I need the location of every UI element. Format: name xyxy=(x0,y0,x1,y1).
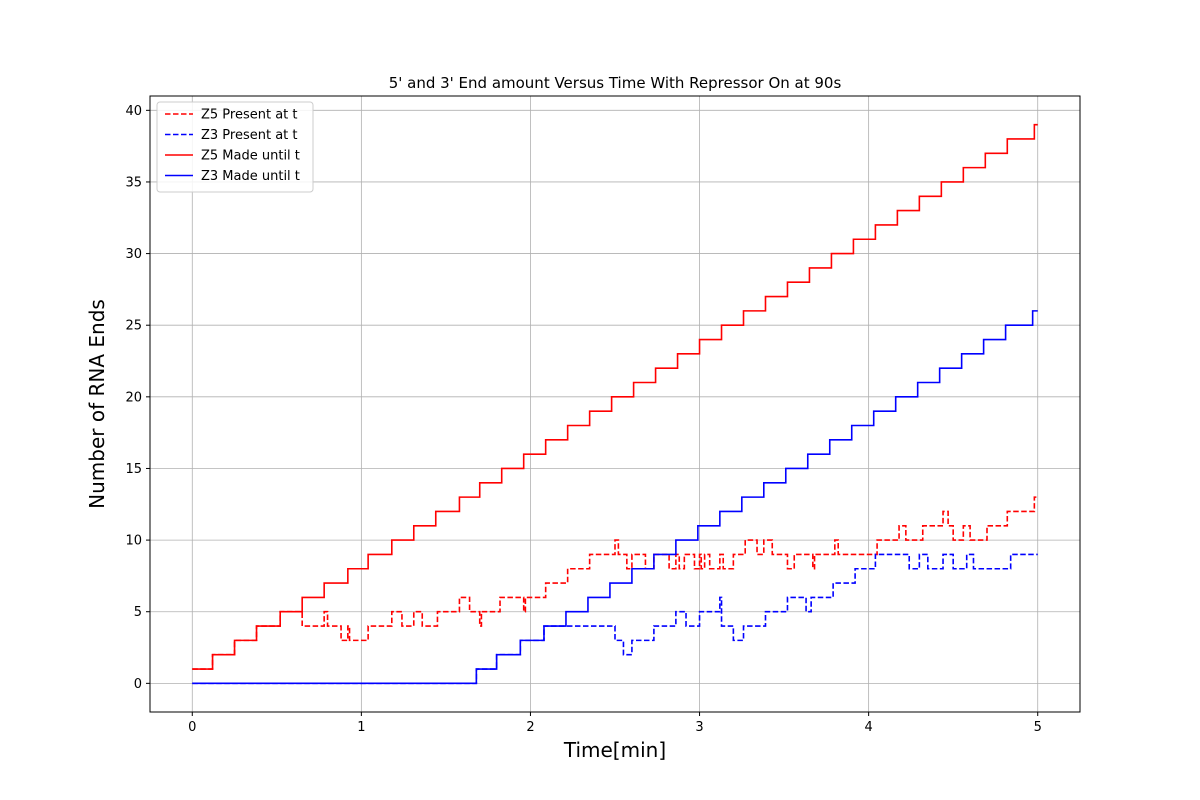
legend-box xyxy=(156,101,314,193)
y-tick-label: 0 xyxy=(134,677,142,692)
y-tick-label: 10 xyxy=(125,534,142,549)
legend-label-4: Z3 Made until t xyxy=(201,169,300,184)
y-tick-label: 30 xyxy=(125,247,142,262)
x-axis-title: Time[min] xyxy=(563,738,666,762)
x-tick-label: 0 xyxy=(188,720,196,735)
legend-label-3: Z5 Made until t xyxy=(201,149,300,164)
y-tick-label: 25 xyxy=(125,319,142,334)
series-line-3 xyxy=(192,123,1038,670)
x-tick-label: 1 xyxy=(357,720,365,735)
legend-label-1: Z5 Present at t xyxy=(201,108,298,123)
legend: Z5 Present at t Z3 Present at t Z5 Made un… xyxy=(156,101,314,193)
chart-title: 5' and 3' End amount Versus Time With Re… xyxy=(389,74,842,92)
axis-ticks: 0 1 2 3 4 5 0 5 10 15 20 25 30 35 40 xyxy=(125,104,1041,735)
x-tick-label: 5 xyxy=(1034,720,1042,735)
plot-series xyxy=(192,123,1038,685)
y-tick-label: 35 xyxy=(125,175,142,190)
legend-label-2: Z3 Present at t xyxy=(201,128,298,143)
y-tick-label: 15 xyxy=(125,462,142,477)
x-tick-label: 3 xyxy=(695,720,703,735)
series-line-2 xyxy=(192,553,1038,685)
series-line-4 xyxy=(192,310,1038,685)
x-tick-label: 2 xyxy=(526,720,534,735)
series-line-1 xyxy=(192,496,1038,670)
y-tick-label: 40 xyxy=(125,104,142,119)
y-axis-title: Number of RNA Ends xyxy=(85,299,109,509)
x-tick-label: 4 xyxy=(864,720,872,735)
y-tick-label: 20 xyxy=(125,390,142,405)
y-tick-label: 5 xyxy=(134,605,142,620)
axes-frame xyxy=(149,95,1081,713)
